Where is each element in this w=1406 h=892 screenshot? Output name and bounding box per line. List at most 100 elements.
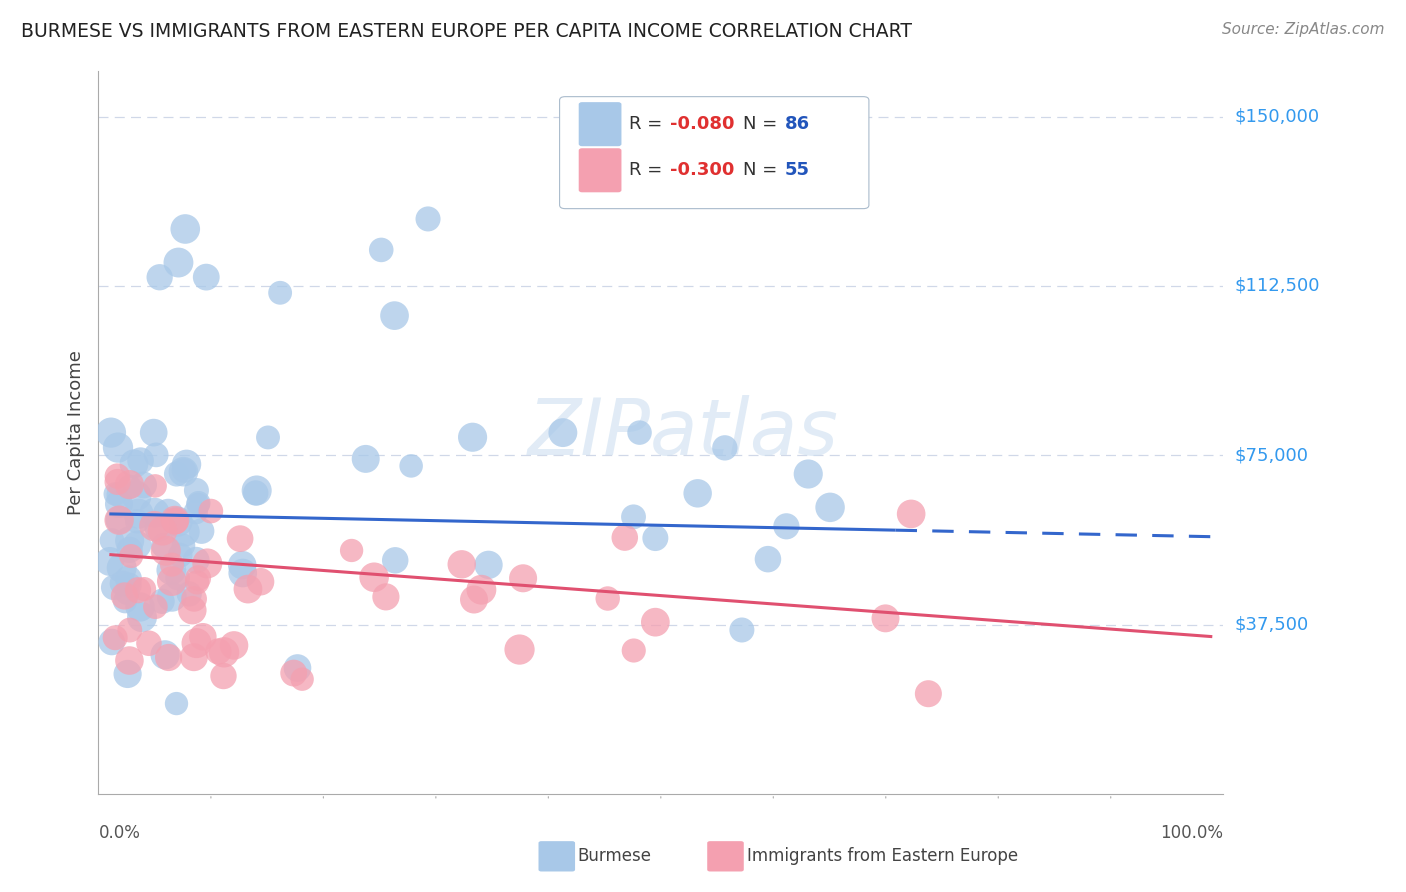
Point: [108, 513, 131, 527]
Point: [118, 533, 141, 548]
Point: [127, 514, 149, 528]
Point: [118, 578, 141, 592]
Point: [416, 211, 439, 226]
Point: [145, 599, 167, 614]
Point: [129, 453, 152, 467]
Point: [120, 549, 142, 563]
Point: [150, 594, 173, 608]
Point: [152, 524, 174, 538]
Text: 0.0%: 0.0%: [98, 824, 141, 842]
Point: [470, 582, 492, 597]
Point: [160, 563, 183, 577]
Point: [818, 500, 841, 515]
Point: [187, 571, 209, 585]
Point: [118, 480, 141, 494]
Point: [157, 650, 180, 665]
Point: [461, 430, 484, 444]
Point: [145, 448, 167, 462]
Point: [127, 538, 149, 552]
Point: [623, 643, 645, 657]
Point: [160, 558, 183, 572]
Point: [117, 586, 139, 600]
Point: [917, 687, 939, 701]
Point: [384, 309, 406, 323]
FancyBboxPatch shape: [579, 103, 621, 146]
Point: [111, 576, 134, 591]
Point: [143, 479, 166, 493]
Point: [613, 531, 636, 545]
Point: [174, 222, 197, 236]
Point: [129, 599, 152, 614]
Point: [187, 496, 209, 510]
Point: [101, 533, 124, 548]
Text: Source: ZipAtlas.com: Source: ZipAtlas.com: [1222, 22, 1385, 37]
Point: [463, 592, 485, 607]
Point: [118, 542, 141, 557]
Point: [117, 572, 139, 586]
Point: [287, 661, 309, 675]
Point: [222, 639, 245, 653]
Point: [363, 570, 385, 584]
Point: [122, 457, 145, 471]
Point: [756, 552, 779, 566]
Point: [183, 591, 205, 606]
Point: [291, 672, 314, 686]
Point: [117, 667, 139, 681]
Point: [644, 531, 666, 545]
Point: [628, 425, 651, 440]
Point: [176, 458, 198, 472]
Point: [207, 644, 229, 658]
Point: [212, 645, 235, 659]
Point: [900, 507, 922, 521]
Point: [138, 636, 160, 650]
Point: [477, 558, 499, 572]
Text: 100.0%: 100.0%: [1160, 824, 1223, 842]
Text: 55: 55: [785, 161, 810, 179]
Point: [686, 486, 709, 500]
Point: [142, 425, 165, 440]
Point: [731, 623, 754, 637]
Point: [114, 589, 136, 603]
Point: [125, 489, 148, 503]
Text: N =: N =: [742, 115, 783, 133]
Point: [875, 611, 897, 625]
Point: [212, 669, 235, 683]
Point: [160, 574, 183, 589]
Point: [354, 451, 377, 466]
Point: [157, 507, 180, 521]
Point: [131, 610, 153, 624]
Text: 86: 86: [785, 115, 810, 133]
Point: [132, 478, 155, 492]
Point: [195, 270, 218, 285]
Text: $150,000: $150,000: [1234, 108, 1319, 126]
Point: [509, 642, 531, 657]
Point: [118, 477, 141, 491]
Point: [283, 666, 305, 681]
Point: [172, 465, 194, 479]
Point: [143, 519, 166, 533]
Point: [623, 509, 645, 524]
Point: [374, 590, 396, 604]
Point: [104, 487, 127, 501]
Point: [103, 581, 125, 595]
Point: [181, 603, 204, 617]
Point: [107, 475, 129, 489]
Text: Burmese: Burmese: [578, 847, 652, 865]
Point: [166, 467, 188, 481]
Point: [104, 631, 127, 645]
Point: [166, 697, 188, 711]
Text: R =: R =: [630, 115, 668, 133]
Point: [184, 553, 207, 567]
Point: [775, 519, 797, 533]
Point: [200, 504, 222, 518]
Point: [512, 571, 534, 585]
Point: [127, 583, 149, 598]
Point: [246, 483, 269, 498]
Point: [118, 623, 141, 637]
Point: [187, 498, 209, 512]
Point: [551, 425, 574, 440]
Point: [98, 554, 121, 568]
Point: [166, 571, 188, 585]
Point: [183, 650, 205, 665]
Point: [107, 441, 129, 455]
